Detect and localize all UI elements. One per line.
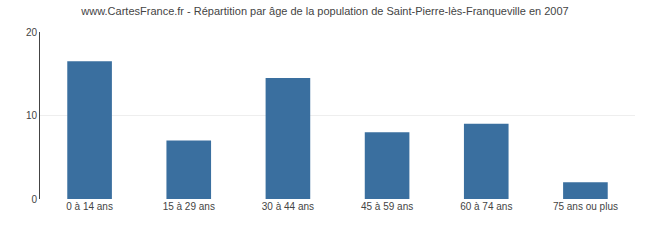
svg-text:0 à 14 ans: 0 à 14 ans <box>66 201 113 212</box>
svg-text:www.CartesFrance.fr - Répartit: www.CartesFrance.fr - Répartition par âg… <box>80 5 568 17</box>
svg-text:0: 0 <box>31 194 37 205</box>
svg-text:20: 20 <box>26 27 38 38</box>
svg-text:45 à 59 ans: 45 à 59 ans <box>361 201 413 212</box>
svg-text:10: 10 <box>26 110 38 121</box>
svg-text:15 à 29 ans: 15 à 29 ans <box>163 201 215 212</box>
svg-text:30 à 44 ans: 30 à 44 ans <box>262 201 314 212</box>
svg-text:60 à 74 ans: 60 à 74 ans <box>460 201 512 212</box>
svg-text:75 ans ou plus: 75 ans ou plus <box>553 201 618 212</box>
